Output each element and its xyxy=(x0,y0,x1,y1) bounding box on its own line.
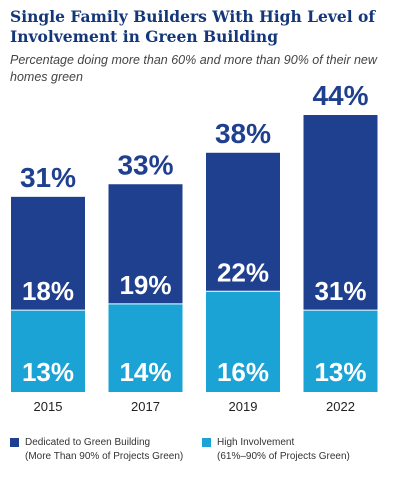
bar-high-2017 xyxy=(108,303,183,392)
bar-dedicated-2017 xyxy=(108,184,183,304)
bar-dedicated-2022 xyxy=(303,115,378,311)
total-label-2017: 33% xyxy=(117,149,173,180)
year-label-2022: 2022 xyxy=(326,399,355,414)
bar-dedicated-2015 xyxy=(11,196,85,311)
dedicated-label-2015: 18% xyxy=(22,276,74,306)
legend-swatch-high xyxy=(202,438,211,447)
chart-title: Single Family Builders With High Level o… xyxy=(10,7,376,46)
legend-label-high: High Involvement xyxy=(217,437,295,448)
total-label-2019: 38% xyxy=(215,118,271,149)
dedicated-label-2022: 31% xyxy=(314,276,366,306)
legend-sublabel-dedicated: (More Than 90% of Projects Green) xyxy=(25,451,184,462)
high-label-2017: 14% xyxy=(119,357,171,387)
bar-high-2022 xyxy=(303,310,378,392)
total-label-2022: 44% xyxy=(312,80,368,111)
bar-high-2015 xyxy=(11,310,85,392)
chart-subtitle: Percentage doing more than 60% and more … xyxy=(10,53,377,84)
dedicated-label-2019: 22% xyxy=(217,257,269,287)
bar-dedicated-2019 xyxy=(206,152,280,292)
year-label-2019: 2019 xyxy=(229,399,258,414)
legend-sublabel-high: (61%–90% of Projects Green) xyxy=(217,451,350,462)
year-label-2015: 2015 xyxy=(34,399,63,414)
high-label-2015: 13% xyxy=(22,357,74,387)
legend-label-dedicated: Dedicated to Green Building xyxy=(25,437,151,448)
year-label-2017: 2017 xyxy=(131,399,160,414)
bar-high-2019 xyxy=(206,291,280,392)
high-label-2022: 13% xyxy=(314,357,366,387)
dedicated-label-2017: 19% xyxy=(119,270,171,300)
legend-swatch-dedicated xyxy=(10,438,19,447)
total-label-2015: 31% xyxy=(20,162,76,193)
stacked-bar-chart: 31% 18% 13% 2015 33% 19% 14% 2017 38% 22% 16% 2019 4… xyxy=(11,80,378,414)
high-label-2019: 16% xyxy=(217,357,269,387)
